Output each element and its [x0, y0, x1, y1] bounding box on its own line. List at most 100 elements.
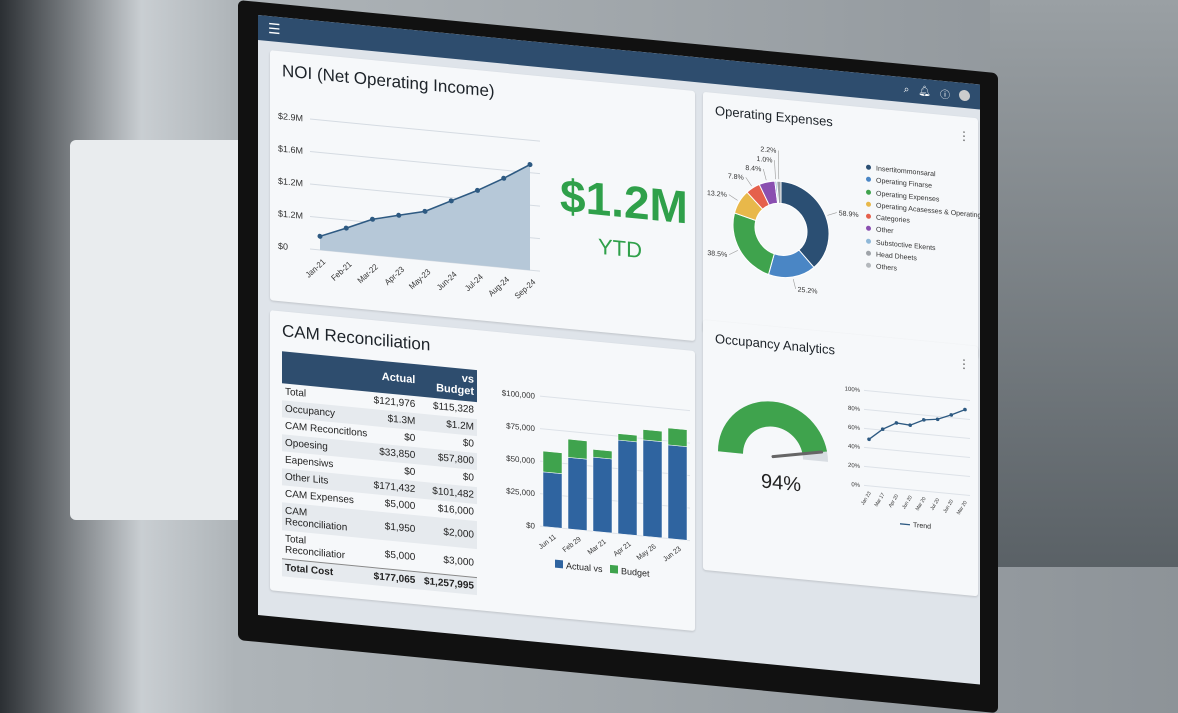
- panel-title: Operating Expenses: [715, 103, 833, 129]
- x-tick-label: Jun-24: [435, 269, 459, 292]
- panel-title: Occupancy Analytics: [715, 331, 835, 358]
- x-tick-label: Mar 20: [956, 500, 969, 516]
- x-tick-label: Jun 23: [662, 546, 683, 564]
- gridline: [864, 447, 970, 457]
- background-monitor: [70, 140, 250, 520]
- legend-swatch: [866, 189, 871, 194]
- gridline: [540, 429, 690, 443]
- hamburger-icon[interactable]: ☰: [268, 20, 281, 38]
- data-point: [318, 234, 323, 239]
- slice-label: 13.2%: [707, 190, 727, 199]
- cam-panel: CAM Reconciliation Actual vs Budget Tota…: [270, 310, 695, 631]
- bar: [668, 445, 687, 540]
- y-tick-label: $1.6M: [278, 143, 303, 155]
- data-point: [895, 421, 899, 425]
- gridline: [310, 152, 540, 174]
- legend-label: Actual vs: [566, 561, 603, 575]
- y-tick-label: 40%: [848, 444, 861, 451]
- bar: [593, 449, 612, 459]
- bar: [543, 451, 562, 474]
- legend-swatch: [866, 226, 871, 231]
- slice-label: 8.4%: [745, 165, 761, 174]
- y-tick-label: $0: [526, 521, 535, 531]
- gridline: [864, 428, 970, 438]
- x-tick-label: Aug-24: [487, 274, 512, 298]
- dashboard-screen: ☰ ⌕ 🔔︎ ⓘ NOI (Net Operating Income) $0$1…: [258, 15, 980, 685]
- gridline: [540, 396, 690, 410]
- x-tick-label: Apr 21: [613, 541, 633, 559]
- x-tick-label: Jan-21: [304, 257, 328, 280]
- leader-line: [827, 212, 836, 217]
- x-tick-label: Mar-22: [356, 262, 381, 285]
- kpi-label: YTD: [598, 234, 642, 264]
- x-tick-label: Mar 20: [915, 496, 928, 512]
- slice-label: 38.5%: [707, 250, 727, 259]
- x-tick-label: May-23: [407, 267, 433, 291]
- data-point: [949, 413, 953, 417]
- leader-line: [793, 279, 795, 289]
- more-options-icon[interactable]: ⋮: [958, 356, 970, 371]
- bar: [593, 457, 612, 533]
- bar: [668, 428, 687, 447]
- x-tick-label: Feb 29: [562, 536, 583, 554]
- bar: [643, 440, 662, 538]
- y-tick-label: 80%: [848, 406, 861, 413]
- gridline: [310, 119, 540, 141]
- y-tick-label: $1.2M: [278, 208, 303, 220]
- more-options-icon[interactable]: ⋮: [958, 128, 970, 143]
- data-point: [922, 418, 926, 422]
- leader-line: [763, 169, 766, 180]
- leader-line: [746, 177, 752, 186]
- data-point: [963, 408, 967, 412]
- y-tick-label: $25,000: [506, 486, 535, 498]
- x-tick-label: May 26: [636, 543, 658, 562]
- x-tick-label: Jul-24: [463, 272, 485, 293]
- bar: [568, 457, 587, 530]
- donut-slice: [733, 213, 774, 275]
- y-tick-label: $75,000: [506, 421, 535, 433]
- legend-label: Budget: [621, 566, 650, 579]
- y-tick-label: 20%: [848, 463, 861, 470]
- avatar[interactable]: [959, 89, 970, 101]
- x-tick-label: Apr 20: [888, 493, 901, 509]
- legend-swatch: [866, 165, 871, 170]
- background-wall: [990, 0, 1178, 567]
- table-cell: $177,065: [371, 567, 419, 589]
- legend-swatch: [866, 251, 871, 256]
- legend-swatch: [610, 565, 618, 574]
- bar: [568, 439, 587, 459]
- legend-swatch: [866, 263, 871, 268]
- x-tick-label: Sep-24: [513, 277, 538, 301]
- leader-line: [729, 195, 738, 201]
- y-tick-label: $100,000: [502, 388, 536, 400]
- x-tick-label: Feb-21: [329, 259, 354, 282]
- legend-swatch: [866, 201, 871, 206]
- legend-swatch: [900, 524, 910, 525]
- bar: [543, 472, 562, 528]
- x-tick-label: Jun 20: [901, 494, 914, 510]
- notification-icon[interactable]: 🔔︎: [918, 86, 931, 98]
- panel-title: CAM Reconciliation: [282, 321, 430, 355]
- search-icon[interactable]: ⌕: [904, 84, 910, 96]
- legend-swatch: [866, 214, 871, 219]
- panel-title: NOI (Net Operating Income): [282, 61, 495, 101]
- leader-line: [729, 250, 738, 256]
- legend-label: Others: [876, 264, 897, 273]
- x-tick-label: Jun 20: [942, 498, 955, 514]
- gauge-value: 94%: [761, 470, 801, 497]
- noi-panel: NOI (Net Operating Income) $0$1.2M$1.2M$…: [270, 50, 695, 341]
- slice-label: 1.0%: [757, 156, 773, 165]
- y-tick-label: 0%: [851, 482, 860, 489]
- info-icon[interactable]: ⓘ: [940, 86, 950, 102]
- area-fill: [320, 144, 530, 270]
- gridline: [864, 466, 970, 476]
- y-tick-label: 100%: [845, 386, 861, 394]
- gridline: [540, 461, 690, 475]
- legend-swatch: [555, 560, 563, 569]
- y-tick-label: $50,000: [506, 454, 535, 466]
